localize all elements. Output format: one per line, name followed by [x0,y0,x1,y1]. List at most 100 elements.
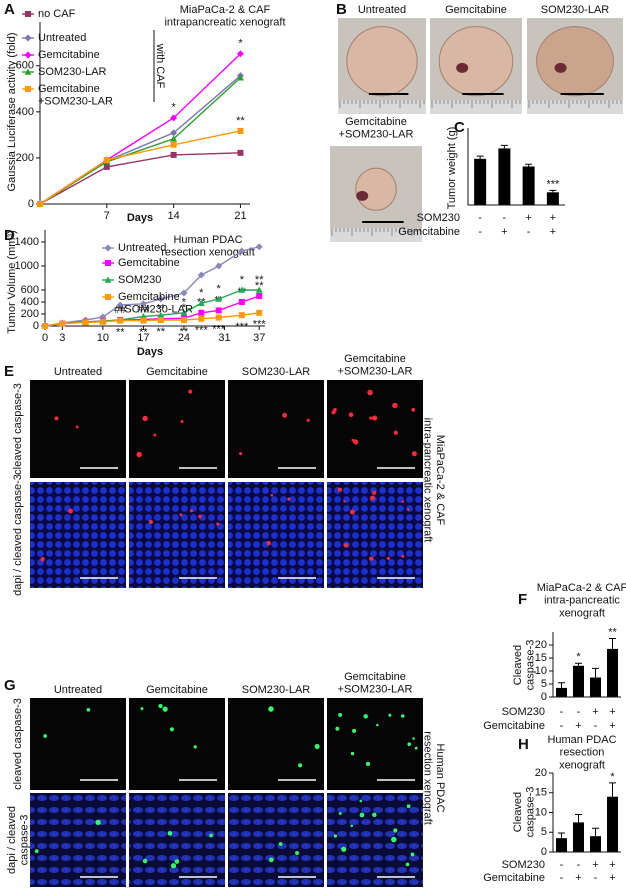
row-label: dapi / cleavedcaspase-3 [6,806,31,874]
stain-dot [349,509,355,515]
text-line: caspase-3 [525,640,537,691]
panel-letter: C [454,119,465,136]
text-line: Human PDAC [547,734,616,746]
chart-title: MiaPaCa-2 & CAF intra-pancreatic xenograft [537,582,626,619]
legend-marker [105,294,111,300]
y-tick-label: 10 [535,806,547,818]
photo-label: Gemcitabine [445,4,507,16]
photo-label: Untreated [358,4,406,16]
stain-dot [350,824,354,828]
stain-dot [386,556,391,561]
legend-label: SOM230 [118,274,161,286]
marker [197,271,205,279]
error-bar [575,662,582,666]
y-tick-label: 200 [21,308,39,320]
legend-marker [25,11,31,17]
tumor [355,167,397,211]
treatment-sign: + [525,212,531,224]
text-line: xenograft [559,607,605,619]
stain-dot [331,410,336,415]
y-tick-label: 400 [16,106,34,118]
stain-dot [393,828,398,833]
marker [82,319,89,326]
text-line: resection xenograft [421,731,433,825]
stain-dot [392,402,398,409]
photo-label: SOM230-LAR [541,4,610,16]
micro-image [327,698,423,790]
y-axis-label: Cleavedcaspase-3 [512,640,537,691]
significance: ** [139,327,148,339]
legend-label: Gemcitabine [118,257,180,269]
treatment-label: Gemcitabine [398,226,460,238]
marker [215,307,222,314]
marker [197,299,205,306]
treatment-sign: + [550,212,556,224]
stain-dot [406,804,411,809]
text-line: Human PDAC [173,234,242,246]
error-bar [558,832,565,839]
chart-title: Human PDAC resection xenograft [161,234,255,259]
series-line [39,152,241,205]
marker [256,309,263,316]
stain-dot [43,734,48,738]
treatment-label: SOM230 [502,706,545,718]
stain-dot [295,850,300,855]
significance: ** [236,115,245,127]
text-line: Cleaved [512,645,524,685]
stain-dot [348,412,354,418]
legend-label: no CAF [38,8,76,20]
significance: * [217,283,222,295]
micro-image [129,482,225,588]
marker [237,127,244,134]
stain-dot [411,407,416,412]
marker [215,295,223,302]
treatment-sign: - [478,226,482,238]
stain-dot [388,713,392,717]
marker [215,262,223,270]
marker [170,114,178,122]
tumor-spot [456,62,469,73]
stain-dot [414,746,418,750]
panel-letter: A [4,1,15,18]
legend-note: with CAF [154,43,166,89]
stain-dot [369,556,374,561]
stain-dot [193,745,197,749]
y-tick-label: 5 [541,826,547,838]
legend-marker [25,86,31,92]
treatment-sign: - [577,859,581,871]
x-tick-label: 17 [137,332,149,344]
stain-dot [372,491,376,495]
stain-dot [153,433,157,437]
stain-dot [136,451,142,458]
marker [139,300,147,308]
micro-image [228,698,324,790]
treatment-sign: - [577,706,581,718]
row-label: cleaved caspase-3 [12,698,24,790]
treatment-sign: + [550,226,556,238]
y-tick-label: 10 [535,665,547,677]
tumor-spot [554,62,567,73]
stain-dot [239,452,243,456]
y-tick-label: 0 [541,691,547,703]
stain-dot [266,540,271,546]
treatment-sign: - [560,706,564,718]
stain-dot [335,726,340,731]
marker [117,317,124,324]
stain-dot [198,514,202,519]
stain-dot [338,712,343,717]
stain-dot [188,389,193,394]
tumor [536,26,614,97]
marker [255,286,263,293]
chart-title: Human PDAC resection xenograft [547,734,616,771]
marker [180,317,187,323]
significance: ** [255,274,264,286]
treatment-sign: + [609,872,615,884]
micro-image [327,793,423,887]
micro-image [228,482,324,588]
error-bar [575,813,582,823]
micro-image [129,793,225,887]
chart-title: MiaPaCa-2 & CAF intrapancreatic xenograft [164,4,285,29]
stain-dot [365,761,371,767]
error-bar [592,667,599,678]
